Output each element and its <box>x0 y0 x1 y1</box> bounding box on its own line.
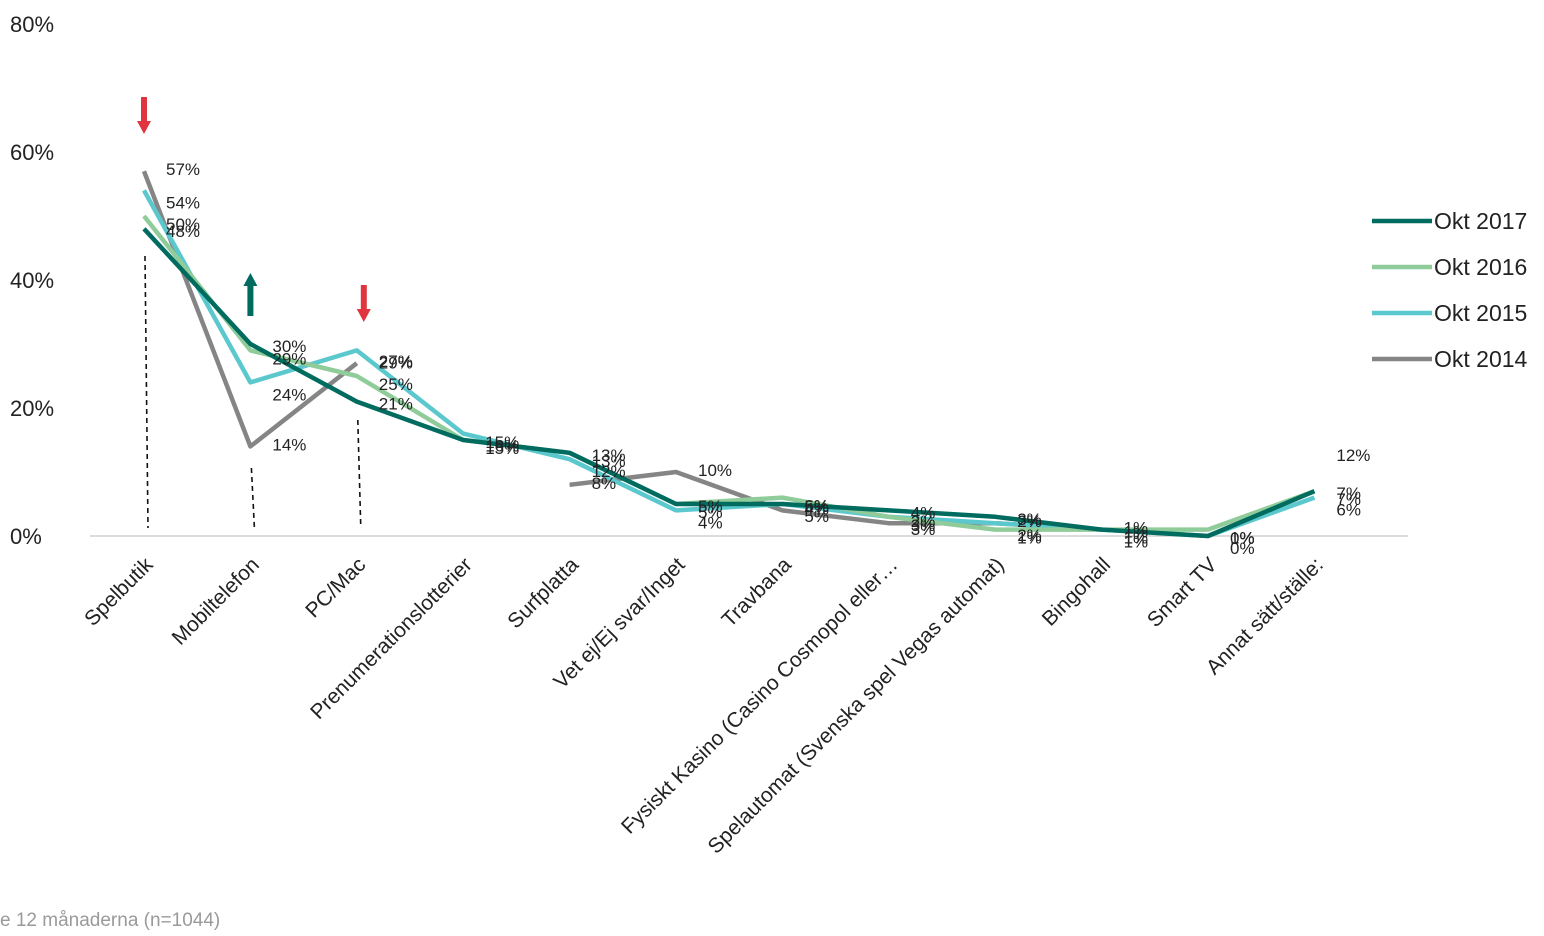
data-label: 15% <box>485 433 519 452</box>
data-label: 25% <box>379 375 413 394</box>
drop-line <box>144 255 149 529</box>
legend-label: Okt 2016 <box>1434 254 1527 280</box>
series-lines <box>141 170 1316 539</box>
series-line <box>142 189 1316 539</box>
data-label: 1% <box>1230 529 1255 548</box>
legend-label: Okt 2015 <box>1434 300 1527 326</box>
data-label: 5% <box>698 497 723 516</box>
data-label: 3% <box>1017 510 1042 529</box>
category-label: Annat sätt/ställe: <box>1202 553 1328 679</box>
category-label: Bingohall <box>1038 553 1115 630</box>
data-label: 13% <box>592 446 626 465</box>
data-label: 1% <box>1124 529 1149 548</box>
data-label: 30% <box>272 337 306 356</box>
arrow-shaft <box>141 97 147 123</box>
data-label: 4% <box>911 503 936 522</box>
change-arrow-down <box>137 97 151 134</box>
arrow-shaft <box>247 284 254 316</box>
data-label: 0% <box>1230 529 1255 548</box>
data-label: 50% <box>166 215 200 234</box>
data-label: 21% <box>379 395 413 414</box>
y-tick-label: 40% <box>10 268 54 293</box>
data-label: 3% <box>911 516 936 535</box>
data-label: 16% <box>485 437 519 456</box>
data-label: 7% <box>1336 484 1361 503</box>
data-label: 6% <box>804 497 829 516</box>
data-label: 10% <box>698 461 732 480</box>
drop-line <box>357 419 362 529</box>
category-label: Smart TV <box>1143 553 1222 632</box>
data-label: 4% <box>804 499 829 518</box>
data-label: 1% <box>1124 519 1149 538</box>
data-label: 4% <box>698 513 723 532</box>
data-label: 2% <box>1017 512 1042 531</box>
category-label: PC/Mac <box>301 553 370 622</box>
y-axis: 0% 20% 40% 60% 80% <box>10 12 54 549</box>
drop-line <box>250 467 256 529</box>
legend: Okt 2017 Okt 2016 Okt 2015 Okt 2014 <box>1372 208 1528 372</box>
data-label: 12% <box>1336 446 1370 465</box>
arrow-head <box>243 273 258 286</box>
category-label: Mobiltelefon <box>168 553 264 649</box>
data-label: 3% <box>911 520 936 539</box>
data-label: 48% <box>166 222 200 241</box>
change-arrows <box>137 97 371 322</box>
data-label: 5% <box>804 507 829 526</box>
data-label: 29% <box>379 353 413 372</box>
data-label: 2% <box>1017 526 1042 545</box>
y-tick-label: 0% <box>10 524 42 549</box>
y-tick-label: 80% <box>10 12 54 37</box>
footnote: e 12 månaderna (n=1044) <box>0 910 221 931</box>
change-arrow-up <box>243 273 258 316</box>
data-label: 2% <box>911 512 936 531</box>
legend-label: Okt 2017 <box>1434 208 1527 234</box>
legend-item: Okt 2014 <box>1372 346 1528 372</box>
data-label: 7% <box>1336 490 1361 509</box>
category-label: Travbana <box>717 553 796 632</box>
drop-lines <box>144 255 362 529</box>
data-label: 1% <box>1017 529 1042 548</box>
series-line <box>142 214 1316 532</box>
arrow-head <box>137 121 151 134</box>
data-label: 0% <box>1230 539 1255 558</box>
arrow-shaft <box>360 285 367 311</box>
data-label: 24% <box>272 385 306 404</box>
data-label: 5% <box>698 503 723 522</box>
data-label: 12% <box>592 462 626 481</box>
data-label: 1% <box>1124 533 1149 552</box>
data-label: 13% <box>592 452 626 471</box>
data-label: 29% <box>272 349 306 368</box>
legend-item: Okt 2015 <box>1372 300 1527 326</box>
legend-label: Okt 2014 <box>1434 346 1528 372</box>
data-label: 8% <box>592 474 617 493</box>
data-label: 1% <box>1124 523 1149 542</box>
change-arrow-down <box>356 285 371 322</box>
data-label: 14% <box>272 435 306 454</box>
series-line <box>142 227 1316 539</box>
category-labels: Spelbutik Mobiltelefon PC/MacPrenumeration… <box>80 553 1328 859</box>
arrow-head <box>356 309 371 322</box>
y-tick-label: 60% <box>10 140 54 165</box>
y-tick-label: 20% <box>10 396 54 421</box>
data-label: 57% <box>166 160 200 179</box>
legend-item: Okt 2016 <box>1372 254 1527 280</box>
legend-item: Okt 2017 <box>1372 208 1527 234</box>
data-label: 27% <box>379 352 413 371</box>
data-label: 5% <box>804 497 829 516</box>
category-label: Surfplatta <box>503 553 583 633</box>
data-label: 15% <box>485 439 519 458</box>
data-labels: 48%30%21%15%13%5% 5% 4% 3%1% 0%7%50%29%25%15… <box>166 160 1370 558</box>
category-label: Spelbutik <box>80 553 158 631</box>
data-label: 6% <box>1336 501 1361 520</box>
data-label: 54% <box>166 193 200 212</box>
